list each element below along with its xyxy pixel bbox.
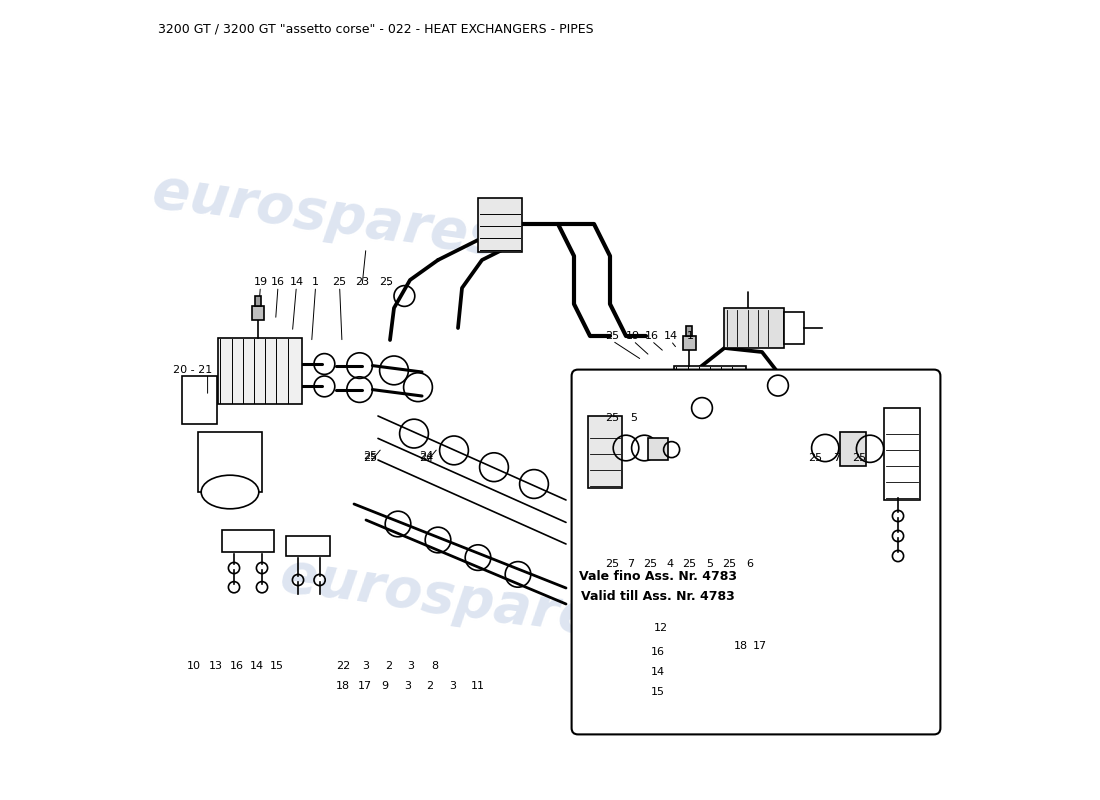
Text: 10: 10	[187, 661, 201, 670]
Text: 11: 11	[471, 682, 485, 691]
FancyBboxPatch shape	[572, 370, 940, 734]
Text: 8: 8	[431, 661, 439, 670]
Text: 19: 19	[253, 277, 267, 286]
Text: 17: 17	[358, 682, 372, 691]
Text: 14: 14	[250, 661, 264, 670]
Text: 24: 24	[419, 453, 433, 462]
Bar	[722, 536, 774, 556]
Text: 2: 2	[385, 661, 392, 670]
Text: 25: 25	[722, 559, 736, 569]
Text: 20 - 21: 20 - 21	[173, 365, 212, 374]
Text: 1: 1	[312, 277, 319, 286]
Bar	[678, 438, 740, 496]
Text: 16: 16	[271, 277, 285, 286]
Text: 7: 7	[833, 453, 840, 462]
Text: 3: 3	[449, 682, 455, 691]
Text: 7: 7	[627, 559, 635, 569]
Text: 6: 6	[747, 559, 754, 569]
Text: 1: 1	[686, 331, 693, 341]
Text: 9: 9	[382, 682, 388, 691]
Bar	[255, 296, 261, 306]
Bar	[674, 366, 746, 432]
Text: 25: 25	[605, 559, 619, 569]
Bar	[588, 416, 621, 488]
Text: 3: 3	[363, 661, 370, 670]
Text: Valid till Ass. Nr. 4783: Valid till Ass. Nr. 4783	[581, 590, 735, 602]
Text: 17: 17	[752, 642, 767, 651]
Text: Vale fino Ass. Nr. 4783: Vale fino Ass. Nr. 4783	[579, 570, 737, 582]
Text: 14: 14	[663, 331, 678, 341]
Text: 16: 16	[651, 647, 666, 657]
Bar	[222, 530, 274, 552]
Text: 25: 25	[605, 331, 619, 341]
Text: 25: 25	[363, 453, 377, 462]
Bar	[784, 312, 804, 344]
Text: 25: 25	[642, 559, 657, 569]
Text: 18: 18	[336, 682, 350, 691]
Text: 16: 16	[230, 661, 243, 670]
Bar	[286, 536, 330, 556]
Text: eurospares: eurospares	[148, 165, 504, 267]
Text: 25: 25	[851, 453, 866, 462]
Bar	[198, 432, 262, 492]
Text: 12: 12	[653, 623, 668, 633]
Text: 25: 25	[808, 453, 823, 462]
Bar	[686, 326, 692, 336]
Bar	[725, 308, 784, 348]
Text: 5: 5	[706, 559, 714, 569]
Text: 25: 25	[682, 559, 696, 569]
Text: 3200 GT / 3200 GT "assetto corse" - 022 - HEAT EXCHANGERS - PIPES: 3200 GT / 3200 GT "assetto corse" - 022 …	[158, 22, 594, 35]
Text: 14: 14	[651, 667, 666, 677]
Text: 25: 25	[378, 277, 393, 286]
Bar	[884, 408, 920, 500]
Text: 19: 19	[626, 331, 640, 341]
Text: 2: 2	[427, 682, 433, 691]
Bar	[218, 338, 302, 404]
Text: 15: 15	[651, 687, 666, 697]
Bar	[478, 198, 522, 252]
Text: 3: 3	[404, 682, 411, 691]
Text: 14: 14	[289, 277, 304, 286]
Text: 25: 25	[332, 277, 346, 286]
Text: 4: 4	[667, 559, 673, 569]
Bar	[182, 376, 217, 424]
Text: 15: 15	[270, 661, 284, 670]
Text: 25: 25	[605, 413, 619, 422]
Text: eurospares: eurospares	[276, 549, 631, 651]
Bar	[648, 438, 668, 460]
Text: 22: 22	[337, 661, 351, 670]
Text: 25: 25	[363, 451, 377, 461]
Bar	[252, 306, 264, 320]
Text: 5: 5	[630, 413, 638, 422]
Ellipse shape	[682, 480, 736, 512]
Text: 3: 3	[407, 661, 415, 670]
Bar	[683, 336, 695, 350]
Text: 23: 23	[355, 277, 370, 286]
Bar	[839, 432, 866, 466]
Ellipse shape	[201, 475, 258, 509]
Text: 18: 18	[734, 642, 748, 651]
Text: 16: 16	[645, 331, 659, 341]
Text: 13: 13	[209, 661, 222, 670]
Text: 24: 24	[419, 451, 433, 461]
